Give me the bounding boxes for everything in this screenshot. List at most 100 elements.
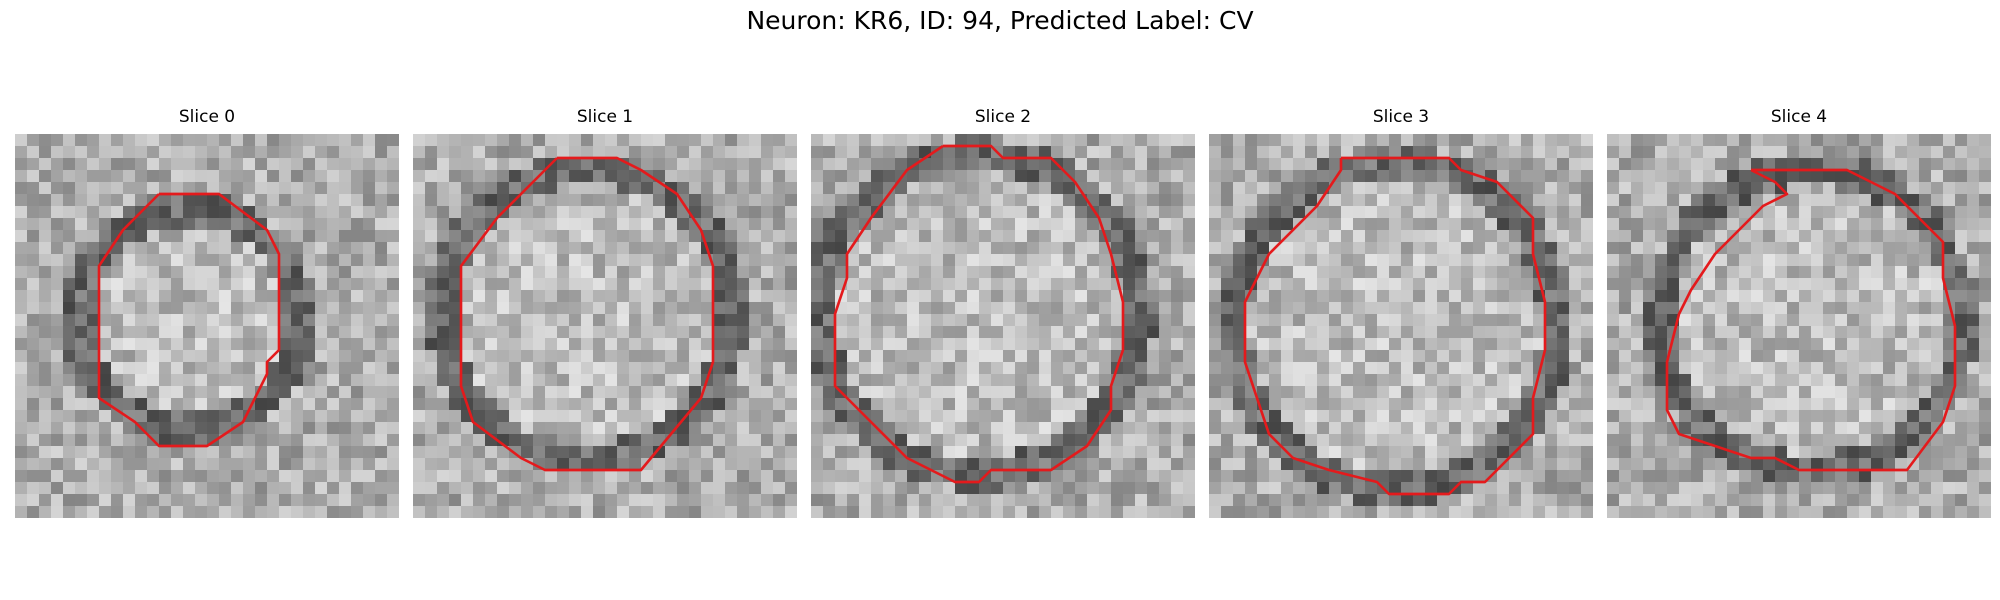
image-pixel — [63, 278, 76, 291]
image-pixel — [1003, 326, 1016, 339]
image-pixel — [99, 446, 112, 459]
image-pixel — [713, 146, 726, 159]
image-pixel — [63, 170, 76, 183]
image-pixel — [871, 398, 884, 411]
image-pixel — [99, 350, 112, 363]
image-pixel — [183, 302, 196, 315]
image-pixel — [1655, 290, 1668, 303]
image-pixel — [75, 158, 88, 171]
image-pixel — [171, 386, 184, 399]
image-pixel — [147, 446, 160, 459]
image-pixel — [123, 302, 136, 315]
image-pixel — [773, 182, 786, 195]
image-pixel — [1087, 158, 1100, 171]
image-pixel — [629, 170, 642, 183]
image-pixel — [1473, 446, 1486, 459]
image-pixel — [907, 350, 920, 363]
image-pixel — [171, 278, 184, 291]
image-pixel — [785, 158, 797, 171]
image-pixel — [1775, 146, 1788, 159]
image-pixel — [1159, 134, 1172, 147]
image-pixel — [51, 314, 64, 327]
image-pixel — [183, 254, 196, 267]
image-pixel — [1775, 458, 1788, 471]
image-pixel — [461, 242, 474, 255]
image-pixel — [557, 218, 570, 231]
image-pixel — [1569, 194, 1582, 207]
image-pixel — [63, 302, 76, 315]
image-pixel — [1643, 362, 1656, 375]
image-pixel — [823, 446, 836, 459]
image-pixel — [1353, 182, 1366, 195]
image-pixel — [1449, 314, 1462, 327]
image-pixel — [1667, 218, 1680, 231]
image-pixel — [1461, 422, 1474, 435]
image-pixel — [1931, 182, 1944, 195]
image-pixel — [713, 218, 726, 231]
image-pixel — [725, 494, 738, 507]
image-pixel — [1509, 278, 1522, 291]
image-pixel — [1401, 494, 1414, 507]
image-pixel — [1835, 206, 1848, 219]
image-pixel — [509, 398, 522, 411]
image-pixel — [1027, 302, 1040, 315]
image-pixel — [1027, 458, 1040, 471]
image-pixel — [919, 194, 932, 207]
image-pixel — [315, 434, 328, 447]
image-pixel — [1979, 290, 1991, 303]
image-pixel — [931, 494, 944, 507]
image-pixel — [279, 338, 292, 351]
image-pixel — [1269, 326, 1282, 339]
image-pixel — [413, 350, 426, 363]
image-pixel — [363, 494, 376, 507]
image-pixel — [919, 266, 932, 279]
image-pixel — [907, 470, 920, 483]
image-pixel — [387, 278, 399, 291]
image-pixel — [521, 338, 534, 351]
image-pixel — [1835, 146, 1848, 159]
image-pixel — [1569, 146, 1582, 159]
image-pixel — [1871, 338, 1884, 351]
image-pixel — [1655, 242, 1668, 255]
image-pixel — [147, 254, 160, 267]
image-pixel — [701, 158, 714, 171]
image-pixel — [1293, 410, 1306, 423]
image-pixel — [1039, 314, 1052, 327]
image-pixel — [1281, 254, 1294, 267]
image-pixel — [375, 506, 388, 518]
image-pixel — [979, 254, 992, 267]
image-pixel — [617, 242, 630, 255]
image-pixel — [1305, 398, 1318, 411]
image-pixel — [665, 242, 678, 255]
image-pixel — [521, 506, 534, 518]
image-pixel — [425, 434, 438, 447]
image-pixel — [327, 338, 340, 351]
image-pixel — [1183, 278, 1195, 291]
image-pixel — [725, 194, 738, 207]
image-pixel — [413, 206, 426, 219]
image-pixel — [1871, 146, 1884, 159]
image-pixel — [749, 422, 762, 435]
image-pixel — [15, 158, 28, 171]
image-pixel — [593, 266, 606, 279]
image-pixel — [1461, 254, 1474, 267]
image-pixel — [255, 278, 268, 291]
image-pixel — [955, 386, 968, 399]
image-pixel — [363, 350, 376, 363]
image-pixel — [1329, 278, 1342, 291]
image-pixel — [315, 206, 328, 219]
image-pixel — [75, 482, 88, 495]
image-pixel — [1365, 422, 1378, 435]
image-pixel — [1317, 302, 1330, 315]
image-pixel — [1655, 266, 1668, 279]
image-pixel — [27, 314, 40, 327]
image-pixel — [761, 446, 774, 459]
image-pixel — [871, 230, 884, 243]
image-pixel — [823, 434, 836, 447]
image-pixel — [653, 278, 666, 291]
image-pixel — [689, 458, 702, 471]
image-pixel — [1895, 374, 1908, 387]
image-pixel — [1497, 302, 1510, 315]
image-pixel — [123, 314, 136, 327]
image-pixel — [1835, 182, 1848, 195]
